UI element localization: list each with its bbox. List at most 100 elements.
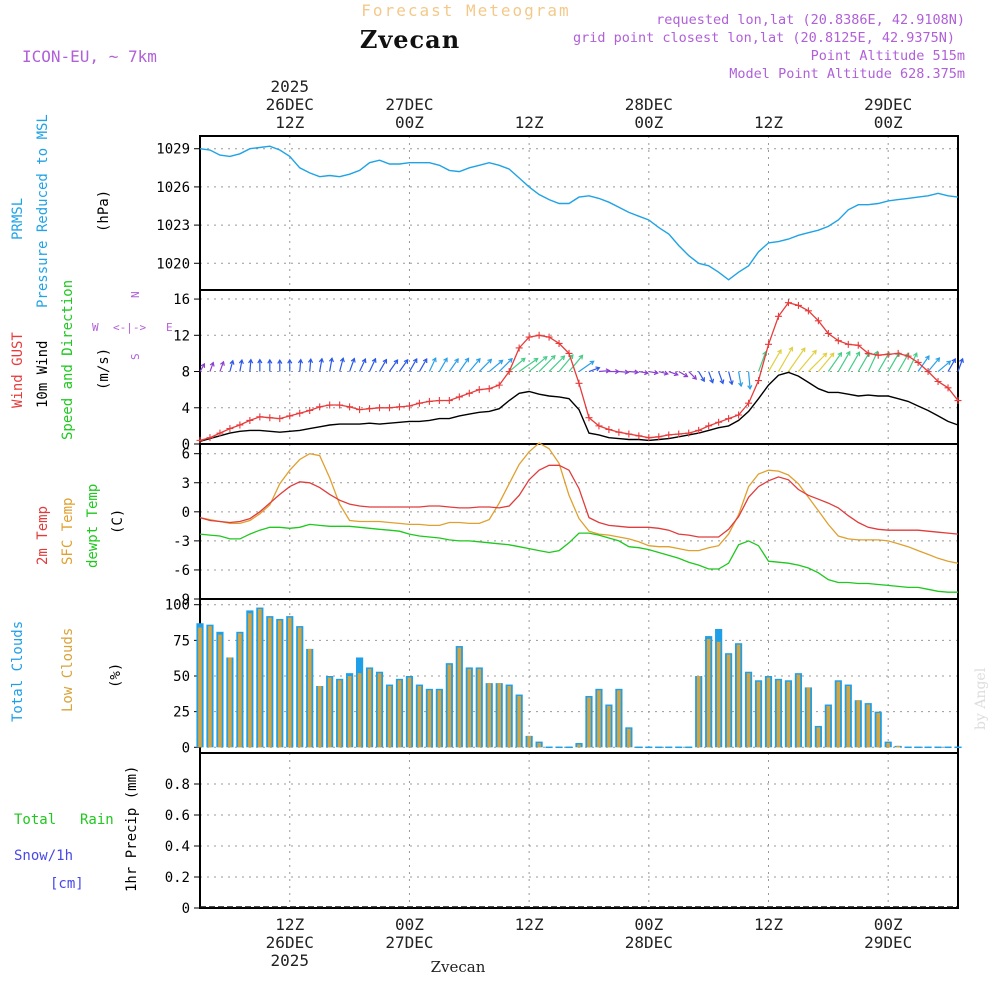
bottom-time-label: 12Z [754, 915, 783, 934]
gust-marker [455, 393, 463, 401]
wind-arrow-head [578, 354, 584, 360]
gust-marker [595, 422, 603, 430]
wind-arrow [359, 358, 366, 372]
wind-arrow-head [287, 358, 293, 364]
low-cloud-bar [377, 673, 382, 748]
super-title: Forecast Meteogram [361, 1, 570, 20]
gust-marker [376, 404, 384, 412]
wind-arrow-head [788, 346, 794, 352]
wind-label-c: Speed and Direction [60, 280, 76, 440]
low-cloud-bar [896, 745, 900, 748]
low-cloud-bar [826, 705, 831, 748]
plot-area: 10201023102610290481216-9-6-303602550751… [156, 77, 964, 970]
wind-arrow [817, 352, 835, 372]
y-tick-label: 0 [182, 505, 190, 521]
y-tick-label: 0 [182, 437, 190, 453]
gust-marker [844, 340, 852, 348]
wind-label-b: 10m Wind [35, 341, 51, 408]
wind-arrow-head [382, 358, 388, 364]
low-cloud-bar [268, 617, 272, 748]
y-tick-label: 1023 [156, 218, 190, 234]
precip-label-cm: [cm] [50, 876, 84, 892]
wind-arrow-head [219, 360, 225, 366]
gust-marker [924, 368, 932, 376]
low-cloud-bar [297, 627, 302, 748]
bottom-time-label: 27DEC [385, 933, 433, 952]
gust-marker [884, 350, 892, 358]
wind-arrow [678, 371, 688, 378]
wind-arrow-head [533, 357, 539, 363]
y-tick-label: 4 [182, 401, 190, 417]
wind-arrow [877, 352, 890, 372]
low-cloud-bar [796, 674, 801, 748]
wind-arrow-head [475, 357, 481, 363]
bottom-time-label: 12Z [515, 915, 544, 934]
gust-marker [525, 333, 533, 341]
cloud-labels: Total Clouds Low Clouds (%) [10, 621, 124, 722]
temp-2m-line [199, 464, 959, 538]
cloud-unit: (%) [108, 663, 124, 688]
wind-arrow-head [508, 357, 513, 363]
bottom-time-label: 28DEC [625, 933, 673, 952]
gust-marker [675, 430, 683, 438]
bottom-time-label: 00Z [395, 915, 424, 934]
wind-arrow [408, 358, 418, 372]
gust-marker [196, 436, 204, 444]
wind-arrow [767, 349, 782, 372]
gust-marker [435, 397, 443, 405]
wind-arrow-head [464, 357, 470, 363]
wind-arrow-head [800, 347, 806, 353]
gust-marker [425, 397, 433, 405]
wind-arrow-head [951, 357, 956, 363]
low-cloud-bar [477, 668, 482, 748]
gust-marker [765, 340, 772, 348]
point-altitude: Point Altitude 515m [811, 48, 965, 64]
wind-arrow [937, 360, 951, 372]
top-time-label: 12Z [275, 113, 304, 132]
gust-marker [814, 317, 822, 325]
wind-arrow [688, 371, 697, 380]
wind-arrow [309, 359, 312, 372]
gust-marker [326, 401, 334, 409]
wind-arrow [837, 351, 851, 372]
bottom-time-label: 2025 [270, 951, 309, 970]
low-cloud-bar [597, 690, 601, 748]
wind-arrow-head [297, 358, 304, 364]
y-tick-label: 0 [182, 740, 190, 756]
wind-arrow-head [350, 357, 356, 363]
y-tick-label: 0.6 [165, 808, 190, 824]
low-cloud-bar [577, 744, 581, 748]
gust-marker [296, 409, 304, 417]
wind-arrow [797, 350, 817, 372]
wind-arrow [418, 358, 428, 372]
wind-arrow [249, 359, 252, 372]
panel-0: 1020 1023 1026 1029 [156, 135, 959, 291]
gust-marker [794, 301, 802, 309]
gust-marker [316, 403, 324, 411]
wind-arrow [319, 358, 323, 372]
top-time-label: 27DEC [385, 95, 433, 114]
low-cloud-bar [617, 690, 621, 748]
gust-marker [874, 351, 882, 359]
gust-marker [555, 339, 563, 347]
gust-marker [485, 385, 493, 393]
wind-arrow [468, 358, 481, 372]
wind-arrow-head [855, 351, 861, 357]
bottom-time-label: 29DEC [864, 933, 912, 952]
gust-marker [824, 329, 832, 337]
wind-arrow-head [431, 357, 437, 363]
low-cloud-bar [437, 690, 442, 748]
gust-marker [505, 368, 513, 376]
panel-3: 0 25 50 75 100 [165, 598, 962, 756]
gust-marker [755, 377, 763, 385]
wind-arrow [528, 356, 548, 372]
compass-e: E [166, 321, 173, 334]
precip-unit: 1hr Precip (mm) [124, 766, 140, 892]
wind-arrow-head [683, 372, 689, 378]
wind-arrow-head [812, 349, 817, 355]
low-cloud-bar [357, 673, 362, 748]
low-cloud-bar [696, 676, 701, 748]
wind-arrow-head [663, 370, 669, 376]
wind-arrow-head [403, 358, 409, 364]
wind-arrow [219, 361, 225, 372]
